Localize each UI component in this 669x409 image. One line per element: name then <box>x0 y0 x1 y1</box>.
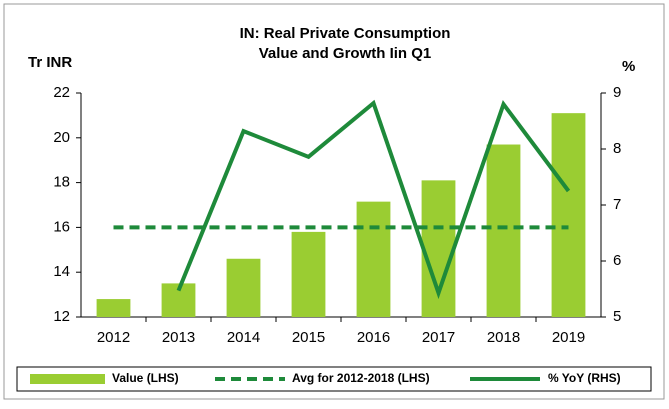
y-tick-label: 12 <box>53 308 70 325</box>
y2-axis-label: % <box>622 58 635 75</box>
x-tick-label: 2016 <box>357 329 390 346</box>
x-tick-label: 2015 <box>292 329 325 346</box>
chart-subtitle: Value and Growth Iin Q1 <box>259 45 432 62</box>
y-tick-label: 20 <box>53 129 70 146</box>
legend-label: Value (LHS) <box>112 371 179 385</box>
bar <box>226 258 261 317</box>
y-axis-label: Tr INR <box>28 54 72 71</box>
y2-tick-label: 7 <box>613 196 621 213</box>
y-tick-label: 22 <box>53 84 70 101</box>
legend-box <box>16 366 652 392</box>
x-tick-label: 2017 <box>422 329 455 346</box>
y-tick-label: 16 <box>53 218 70 235</box>
y2-tick-label: 8 <box>613 140 621 157</box>
y-tick-label: 18 <box>53 174 70 191</box>
chart-title: IN: Real Private Consumption <box>240 25 451 42</box>
bar <box>291 231 326 317</box>
legend-label: % YoY (RHS) <box>548 371 621 385</box>
bar <box>551 113 586 317</box>
x-tick-label: 2012 <box>97 329 130 346</box>
x-tick-label: 2013 <box>162 329 195 346</box>
x-tick-label: 2014 <box>227 329 260 346</box>
legend-label: Avg for 2012-2018 (LHS) <box>292 371 430 385</box>
line <box>176 99 571 300</box>
y2-tick-label: 9 <box>613 84 621 101</box>
x-tick-label: 2018 <box>487 329 520 346</box>
y-tick-label: 14 <box>53 263 70 280</box>
x-tick-label: 2019 <box>552 329 585 346</box>
bar <box>486 144 521 317</box>
y2-tick-label: 6 <box>613 252 621 269</box>
bar <box>96 299 131 317</box>
legend-swatch <box>30 374 105 384</box>
y2-tick-label: 5 <box>613 308 621 325</box>
bar <box>356 201 391 317</box>
